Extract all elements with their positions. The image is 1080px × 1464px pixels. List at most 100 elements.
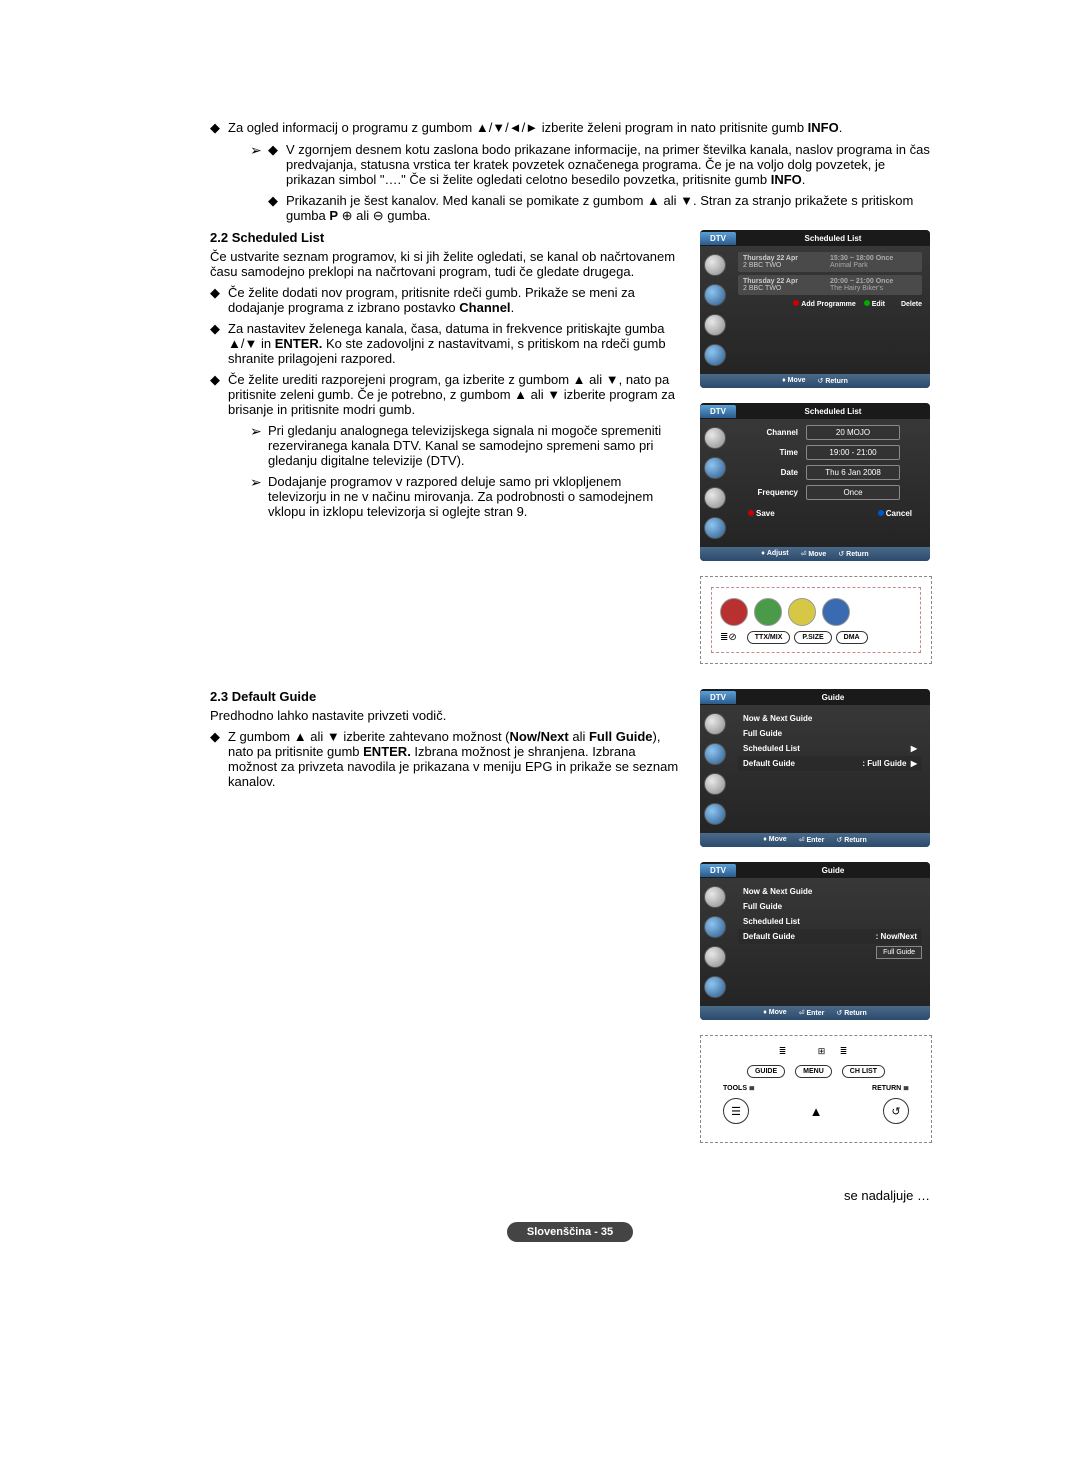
osd-save: Save: [748, 509, 775, 518]
osd-icon: [704, 713, 726, 735]
osd-sidebar-icons: [700, 705, 730, 833]
diamond-icon: ◆: [210, 321, 228, 366]
menu-default-guide: Default Guide : Full Guide ▶: [738, 756, 922, 771]
yellow-button-icon: [788, 598, 816, 626]
pink-dot-icon: [893, 300, 899, 306]
blue-button-icon: [822, 598, 850, 626]
intro-sub1: ➢ ◆ V zgornjem desnem kotu zaslona bodo …: [250, 142, 930, 187]
page-footer: Slovenščina - 35: [210, 1223, 930, 1238]
osd-move: ⏎ Move: [801, 550, 827, 558]
intro-sub2: ◆ Prikazanih je šest kanalov. Med kanali…: [268, 193, 930, 224]
return-icon-button: ↺: [883, 1098, 909, 1124]
osd-sidebar-icons: [700, 878, 730, 1006]
osd-sidebar-icons: [700, 419, 730, 547]
pointer-icon: ➢: [250, 142, 268, 187]
osd-icon: [704, 916, 726, 938]
continue-text: se nadaljuje …: [210, 1188, 930, 1203]
intro-text: Za ogled informacij o programu z gumbom …: [228, 120, 842, 136]
s22-n2: ➢ Dodajanje programov v razpored deluje …: [250, 474, 680, 519]
osd-cancel: Cancel: [878, 509, 912, 518]
osd-tab: DTV: [700, 232, 736, 245]
menu-now-next: Now & Next Guide: [738, 884, 922, 899]
osd-icon: [704, 803, 726, 825]
section-2-3-figures: DTV Guide Now & Next Guide Full Guide Sc…: [700, 689, 930, 1158]
osd-sidebar-icons: [700, 246, 730, 374]
osd-delete: Delete: [893, 300, 922, 308]
osd-icon: [704, 284, 726, 306]
osd-icon: [704, 427, 726, 449]
red-button-icon: [720, 598, 748, 626]
osd-title: Scheduled List: [736, 407, 930, 416]
diamond-icon: ◆: [210, 285, 228, 315]
osd-title: Scheduled List: [736, 234, 930, 243]
remote-color-buttons: ≣⊘ TTX/MIX P.SIZE DMA: [700, 576, 932, 664]
osd-title: Guide: [736, 866, 930, 875]
red-dot-icon: [793, 300, 799, 306]
dma-button: DMA: [836, 631, 868, 644]
s23-b1: ◆ Z gumbom ▲ ali ▼ izberite zahtevano mo…: [210, 729, 680, 789]
psize-button: P.SIZE: [794, 631, 831, 644]
tools-icon-button: ☰: [723, 1098, 749, 1124]
osd-edit: Edit: [864, 300, 885, 308]
blue-dot-icon: [878, 510, 884, 516]
osd-guide-full: DTV Guide Now & Next Guide Full Guide Sc…: [700, 689, 930, 847]
s22-b3: ◆ Če želite urediti razporejeni program,…: [210, 372, 680, 417]
section-2-3: 2.3 Default Guide Predhodno lahko nastav…: [210, 689, 930, 1158]
osd-return: ↺ Return: [836, 836, 866, 844]
osd-icon: [704, 254, 726, 276]
osd-add: Add Programme: [793, 300, 855, 308]
return-label: RETURN ≣: [872, 1084, 909, 1092]
osd-icon: [704, 344, 726, 366]
remote-top-icons: ≣ ⊞ ≣: [711, 1046, 921, 1057]
form-date: Date Thu 6 Jan 2008: [738, 465, 922, 480]
osd-icon: [704, 457, 726, 479]
s23-b1-text: Z gumbom ▲ ali ▼ izberite zahtevano možn…: [228, 729, 680, 789]
osd-scheduled-form: DTV Scheduled List Channel 20 MOJO: [700, 403, 930, 561]
osd-adjust: ♦ Adjust: [761, 550, 788, 558]
osd-move: ♦ Move: [782, 377, 805, 385]
osd-icon: [704, 743, 726, 765]
osd-move: ♦ Move: [763, 1009, 786, 1017]
section-2-3-text: 2.3 Default Guide Predhodno lahko nastav…: [210, 689, 680, 795]
osd-move: ♦ Move: [763, 836, 786, 844]
menu-button: MENU: [795, 1065, 832, 1078]
menu-now-next: Now & Next Guide: [738, 711, 922, 726]
green-dot-icon: [864, 300, 870, 306]
menu-full-guide: Full Guide: [738, 726, 922, 741]
s22-n1-text: Pri gledanju analognega televizijskega s…: [268, 423, 680, 468]
osd-icon: [704, 946, 726, 968]
intro-sub2-text: Prikazanih je šest kanalov. Med kanali s…: [286, 193, 930, 224]
osd-enter: ⏎ Enter: [799, 836, 825, 844]
tools-label: TOOLS ≣: [723, 1084, 755, 1092]
osd-list-row: Thursday 22 Apr 2 BBC TWO 20:00 ~ 21:00 …: [738, 275, 922, 295]
section-2-2-text: 2.2 Scheduled List Če ustvarite seznam p…: [210, 230, 680, 525]
osd-scheduled-list: DTV Scheduled List Thursday 22 Apr: [700, 230, 930, 388]
form-channel: Channel 20 MOJO: [738, 425, 922, 440]
s22-b1-text: Če želite dodati nov program, pritisnite…: [228, 285, 680, 315]
osd-icon: [704, 886, 726, 908]
osd-return: ↺ Return: [836, 1009, 866, 1017]
menu-full-guide: Full Guide: [738, 899, 922, 914]
diamond-icon: ◆: [210, 729, 228, 789]
section-2-2-heading: 2.2 Scheduled List: [210, 230, 680, 245]
osd-icon: [704, 976, 726, 998]
form-frequency: Frequency Once: [738, 485, 922, 500]
s22-n1: ➢ Pri gledanju analognega televizijskega…: [250, 423, 680, 468]
guide-button: GUIDE: [747, 1065, 785, 1078]
diamond-icon: ◆: [210, 372, 228, 417]
s22-p1: Če ustvarite seznam programov, ki si jih…: [210, 249, 680, 279]
osd-tab: DTV: [700, 864, 736, 877]
osd-list-row: Thursday 22 Apr 2 BBC TWO 15:30 ~ 18:00 …: [738, 252, 922, 272]
s22-b2: ◆ Za nastavitev želenega kanala, časa, d…: [210, 321, 680, 366]
osd-guide-nownext: DTV Guide Now & Next Guide Full Guide Sc…: [700, 862, 930, 1020]
page-number: Slovenščina - 35: [507, 1222, 633, 1242]
submenu-full-guide: Full Guide: [876, 946, 922, 959]
osd-return: ↺ Return: [818, 377, 848, 385]
pointer-icon: ➢: [250, 474, 268, 519]
section-2-3-heading: 2.3 Default Guide: [210, 689, 680, 704]
menu-scheduled: Scheduled List: [738, 914, 922, 929]
osd-enter: ⏎ Enter: [799, 1009, 825, 1017]
s23-p1: Predhodno lahko nastavite privzeti vodič…: [210, 708, 680, 723]
osd-icon: [704, 314, 726, 336]
section-2-2-figures: DTV Scheduled List Thursday 22 Apr: [700, 230, 930, 679]
